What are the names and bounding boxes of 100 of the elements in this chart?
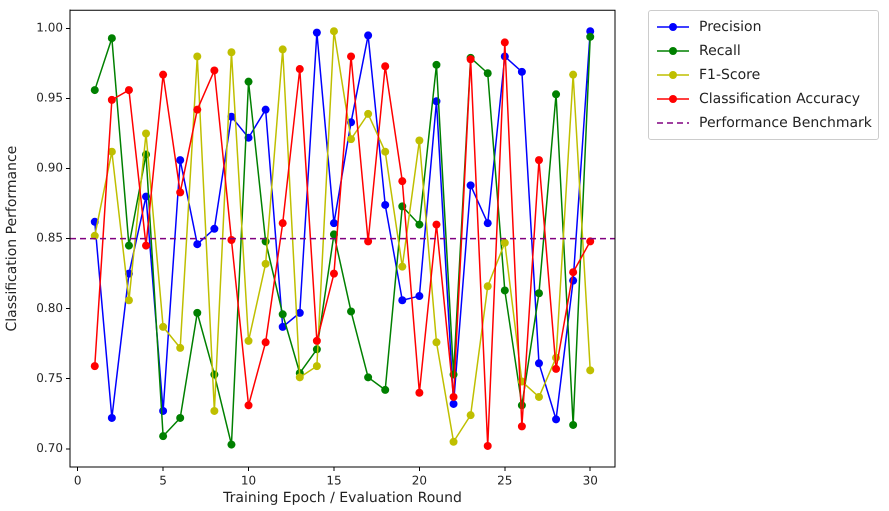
point [484,442,492,450]
point [312,362,321,370]
legend-label: Recall [699,43,741,59]
point [450,392,458,401]
y-tick-label: 0.75 [36,370,63,385]
point [415,388,424,397]
point [108,96,116,104]
point [210,224,218,233]
x-tick-label: 5 [159,473,167,488]
point [210,406,218,415]
point [364,237,372,246]
point [296,373,304,382]
point [484,69,492,78]
point [244,401,253,410]
point [330,27,338,36]
point [90,362,99,370]
point [278,219,287,228]
point [518,68,526,76]
point [534,392,543,401]
y-tick-label: 0.80 [36,300,63,315]
point [432,220,440,229]
point [415,292,424,300]
point [278,310,287,318]
point [176,414,184,422]
point [193,240,202,248]
point [500,238,509,247]
point [312,336,321,345]
legend-label: Performance Benchmark [699,115,872,131]
legend-label: Classification Accuracy [699,91,860,107]
point [296,65,304,74]
point [569,268,578,276]
x-tick-label: 0 [74,473,82,488]
point [176,188,184,196]
point [262,260,270,268]
point [398,296,406,304]
point [347,52,356,60]
point [193,106,202,114]
point [210,66,218,74]
x-axis-title: Training Epoch / Evaluation Round [222,490,462,506]
point [569,420,578,429]
point [552,364,560,373]
y-tick-label: 0.85 [36,230,63,245]
point [108,34,116,42]
point [142,130,150,138]
point [124,296,133,304]
point [381,200,390,209]
point [193,308,202,317]
point [364,373,372,382]
point [552,415,560,424]
point [518,422,526,430]
x-tick-label: 15 [326,473,342,488]
point [364,31,372,40]
point [159,322,168,331]
x-tick-label: 30 [582,473,598,488]
point [450,400,458,408]
point [381,386,390,394]
point [159,70,168,79]
point [586,32,594,41]
point [330,270,338,278]
point [108,414,116,422]
point [124,242,133,250]
point [466,411,475,420]
point [312,28,321,37]
point [278,45,287,54]
point [90,86,99,94]
point [227,48,236,56]
point [484,282,492,290]
point [124,86,133,94]
y-tick-label: 1.00 [36,20,63,35]
point [534,156,543,164]
x-tick-label: 25 [497,473,512,488]
point [552,90,560,98]
point [347,307,356,316]
y-tick-label: 0.95 [36,90,63,105]
point [193,52,202,60]
point [347,135,356,144]
point [244,78,253,86]
point [398,262,406,271]
point [569,70,578,79]
point [381,148,390,156]
point [586,366,594,374]
point [500,286,509,294]
x-tick-label: 20 [412,473,428,488]
point [500,38,509,46]
point [142,242,150,250]
point [330,219,338,228]
point [415,136,424,145]
x-tick-label: 10 [240,473,256,488]
point [432,60,440,69]
point [432,338,440,346]
point [534,289,543,298]
legend-label: Precision [699,19,762,35]
y-tick-label: 0.90 [36,160,63,175]
point [364,110,372,118]
legend-label: F1-Score [699,67,760,83]
point [244,336,253,345]
point [484,219,492,228]
y-tick-label: 0.70 [36,440,63,455]
point [262,338,270,346]
point [176,156,184,164]
